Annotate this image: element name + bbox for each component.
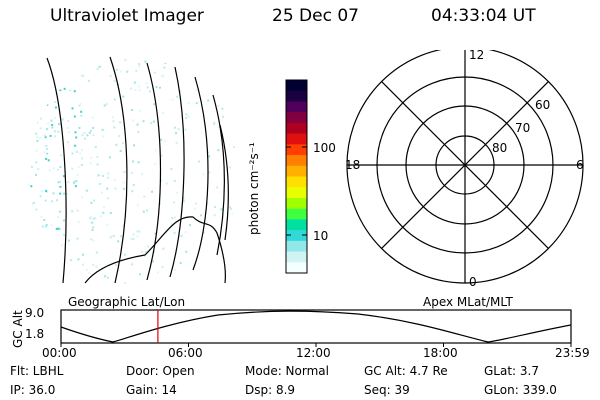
- ip-readout: IP: 36.0: [10, 383, 56, 397]
- gain-readout: Gain: 14: [126, 383, 177, 397]
- gc-alt-readout: GC Alt: 4.7 Re: [364, 364, 448, 378]
- x-tick-2359: 23:59: [555, 346, 590, 360]
- mode-readout: Mode: Normal: [245, 364, 329, 378]
- y-tick-9: 9.0: [25, 306, 45, 320]
- x-tick-0000: 00:00: [42, 346, 77, 360]
- mlt-label-6: 6: [576, 158, 584, 172]
- mlt-label-18: 18: [345, 158, 360, 172]
- geographic-image: [27, 56, 241, 284]
- seq-readout: Seq: 39: [364, 383, 410, 397]
- lat-label-60: 60: [535, 98, 550, 112]
- door-readout: Door: Open: [126, 364, 195, 378]
- gc-alt-axis-label: GC Alt: [11, 310, 25, 348]
- lat-label-70: 70: [515, 121, 530, 135]
- geographic-latlon-label: Geographic Lat/Lon: [68, 295, 186, 309]
- filter-readout: Flt: LBHL: [10, 364, 64, 378]
- x-tick-0600: 06:00: [168, 346, 203, 360]
- y-tick-1-8: 1.8: [25, 327, 45, 341]
- mlt-label-12: 12: [469, 50, 484, 62]
- apex-mlat-mlt-label: Apex MLat/MLT: [423, 295, 513, 309]
- dsp-readout: Dsp: 8.9: [245, 383, 296, 397]
- glat-readout: GLat: 3.7: [484, 364, 539, 378]
- contour-lines: [46, 56, 229, 284]
- colorbar-tick-10: 10: [313, 229, 329, 243]
- time-label: 04:33:04 UT: [431, 6, 536, 26]
- emission-dots: [27, 58, 241, 284]
- x-tick-1800: 18:00: [423, 346, 458, 360]
- colorbar: [285, 79, 308, 274]
- lat-label-80: 80: [492, 141, 507, 155]
- x-tick-1200: 12:00: [296, 346, 331, 360]
- colorbar-unit-label: photon cm⁻²s⁻¹: [247, 142, 261, 235]
- date-label: 25 Dec 07: [272, 6, 359, 26]
- altitude-plot: [60, 309, 572, 347]
- instrument-title: Ultraviolet Imager: [50, 6, 204, 26]
- colorbar-tick-100: 100: [313, 141, 336, 155]
- polar-grid: 12 0 18 6 60 70 80: [345, 50, 584, 289]
- glon-readout: GLon: 339.0: [484, 383, 557, 397]
- mlt-label-0: 0: [469, 275, 477, 289]
